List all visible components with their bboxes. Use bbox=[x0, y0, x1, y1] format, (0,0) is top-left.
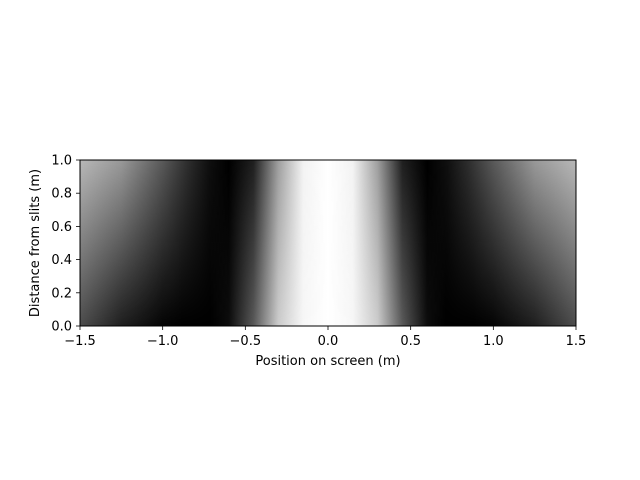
x-tick-label: 0.5 bbox=[400, 334, 421, 349]
x-tick-label: −1.0 bbox=[147, 334, 179, 349]
plot-area bbox=[80, 160, 576, 326]
y-tick-label: 0.8 bbox=[51, 187, 72, 202]
y-tick-label: 1.0 bbox=[51, 154, 72, 169]
heatmap-top-layer bbox=[80, 160, 576, 326]
x-axis-label: Position on screen (m) bbox=[255, 354, 400, 369]
y-tick-label: 0.4 bbox=[51, 253, 72, 268]
x-tick-label: −1.5 bbox=[64, 334, 96, 349]
x-tick-label: 1.5 bbox=[566, 334, 587, 349]
y-axis-label: Distance from slits (m) bbox=[28, 169, 43, 317]
y-tick-label: 0.2 bbox=[51, 286, 72, 301]
x-tick-label: 1.0 bbox=[483, 334, 504, 349]
x-tick-label: −0.5 bbox=[230, 334, 262, 349]
y-axis-ticks: 0.0 0.2 0.4 0.6 0.8 1.0 bbox=[51, 154, 80, 335]
x-tick-label: 0.0 bbox=[318, 334, 339, 349]
x-axis-ticks: −1.5 −1.0 −0.5 0.0 0.5 1.0 1.5 bbox=[64, 326, 586, 349]
y-tick-label: 0.0 bbox=[51, 320, 72, 335]
y-tick-label: 0.6 bbox=[51, 220, 72, 235]
